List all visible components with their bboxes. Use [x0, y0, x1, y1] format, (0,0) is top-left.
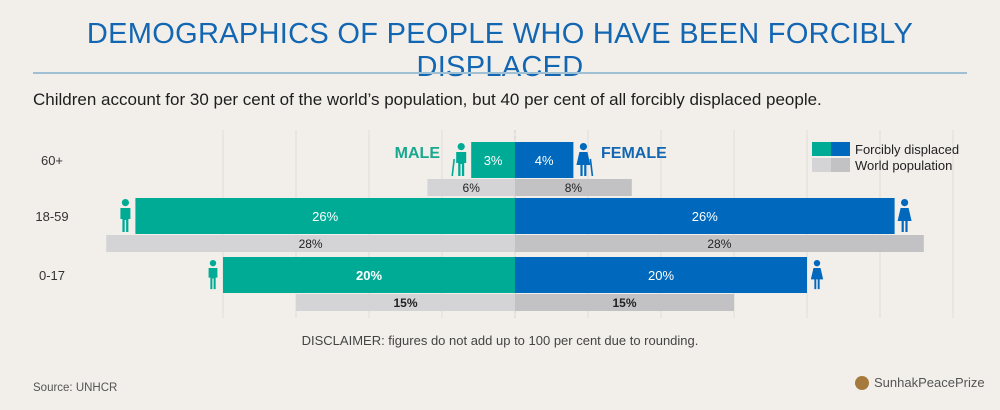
disclaimer-text: DISCLAIMER: figures do not add up to 100…: [301, 333, 699, 348]
legend-label-world: World population: [855, 158, 952, 173]
label-male-displaced-0-17: 20%: [356, 268, 382, 283]
legend-swatch-displaced-female: [831, 142, 850, 156]
bar-male-displaced-18-59: [135, 198, 515, 234]
label-female-world-60+: 8%: [565, 181, 583, 195]
chart-title: DEMOGRAPHICS OF PEOPLE WHO HAVE BEEN FOR…: [86, 18, 914, 83]
bar-female-displaced-60+: [515, 142, 574, 178]
brand-logo: SunhakPeacePrize: [855, 375, 985, 390]
brand-emblem-icon: [855, 375, 869, 390]
bar-female-world-18-59: [515, 235, 924, 252]
bar-female-world-60+: [515, 179, 632, 196]
source-text: Source: UNHCR: [33, 382, 118, 394]
label-male-world-0-17: 15%: [393, 296, 417, 310]
label-male-world-60+: 6%: [463, 181, 481, 195]
label-female-displaced-18-59: 26%: [692, 209, 718, 224]
bar-male-displaced-60+: [471, 142, 515, 178]
legend-label-displaced: Forcibly displaced: [855, 142, 959, 157]
bar-male-world-60+: [427, 179, 515, 196]
legend-swatch-world-male: [812, 158, 831, 172]
man-icon: [120, 199, 131, 232]
bar-male-displaced-0-17: [223, 257, 515, 293]
elderly-man-icon: [451, 143, 467, 177]
chart-subtitle: Children account for 30 per cent of the …: [33, 90, 822, 109]
label-male-displaced-60+: 3%: [484, 153, 503, 168]
label-female-displaced-0-17: 20%: [648, 268, 674, 283]
girl-icon: [810, 260, 824, 290]
label-female-displaced-60+: 4%: [535, 153, 554, 168]
legend-swatch-displaced-male: [812, 142, 831, 156]
woman-icon: [897, 199, 912, 232]
bar-female-displaced-0-17: [515, 257, 807, 293]
bar-female-world-0-17: [515, 294, 734, 311]
elderly-woman-icon: [576, 143, 594, 177]
brand-name: SunhakPeacePrize: [874, 375, 985, 390]
category-label-0-17: 0-17: [39, 268, 65, 283]
title-divider: [33, 72, 967, 74]
male-label: MALE: [395, 145, 441, 162]
legend-swatch-world-female: [831, 158, 850, 172]
label-male-world-18-59: 28%: [299, 237, 323, 251]
boy-icon: [208, 260, 218, 290]
category-label-60+: 60+: [41, 153, 63, 168]
label-female-world-18-59: 28%: [707, 237, 731, 251]
category-label-18-59: 18-59: [35, 209, 68, 224]
bar-male-world-0-17: [296, 294, 515, 311]
bar-male-world-18-59: [106, 235, 515, 252]
label-female-world-0-17: 15%: [612, 296, 636, 310]
female-label: FEMALE: [601, 145, 667, 162]
label-male-displaced-18-59: 26%: [312, 209, 338, 224]
bar-female-displaced-18-59: [515, 198, 895, 234]
